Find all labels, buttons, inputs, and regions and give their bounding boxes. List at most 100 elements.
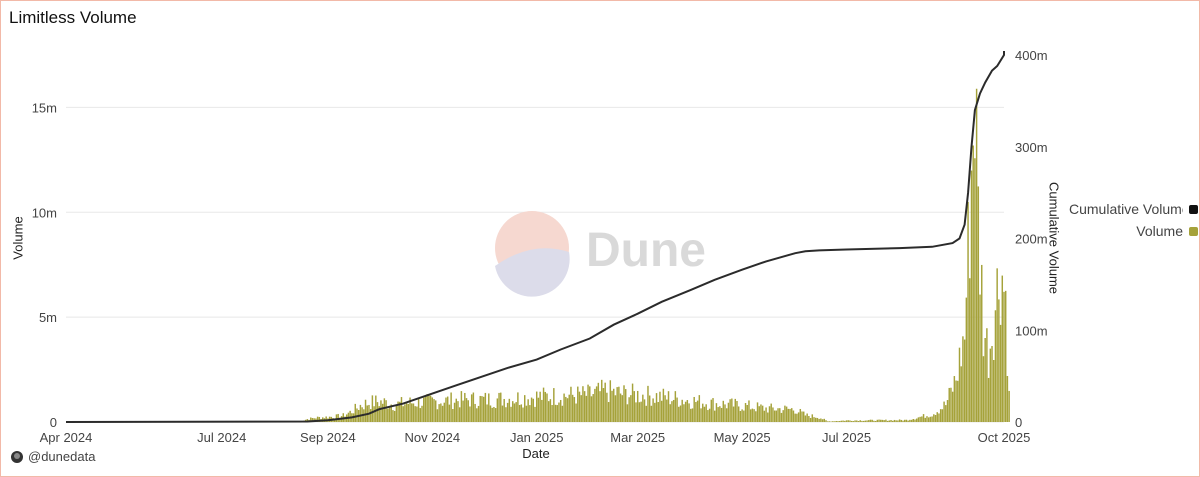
volume-bar bbox=[426, 394, 428, 422]
volume-bar bbox=[672, 399, 675, 422]
volume-bar bbox=[578, 391, 581, 422]
volume-bar bbox=[375, 395, 377, 422]
volume-bar bbox=[453, 402, 456, 422]
volume-bar bbox=[412, 403, 415, 422]
volume-bar bbox=[678, 406, 680, 422]
y-right-tick-label: 300m bbox=[1015, 140, 1048, 155]
volume-bar bbox=[486, 404, 488, 422]
volume-bar bbox=[597, 382, 600, 422]
volume-bar bbox=[457, 401, 459, 422]
volume-bar bbox=[722, 400, 725, 422]
volume-bar bbox=[797, 412, 800, 422]
volume-bar bbox=[883, 420, 885, 422]
dune-watermark: Dune bbox=[495, 211, 706, 297]
volume-bar bbox=[318, 416, 321, 422]
volume-bar bbox=[520, 404, 523, 422]
volume-bar bbox=[844, 420, 846, 422]
volume-bar bbox=[390, 404, 392, 422]
volume-bar bbox=[563, 393, 565, 422]
volume-bar bbox=[546, 393, 548, 422]
volume-bar bbox=[517, 392, 519, 422]
volume-bar bbox=[381, 403, 384, 422]
volume-bar bbox=[443, 402, 446, 422]
volume-bar bbox=[955, 380, 957, 422]
volume-bar bbox=[707, 410, 709, 422]
volume-bar bbox=[431, 397, 434, 422]
volume-bar bbox=[513, 403, 516, 422]
volume-bar bbox=[681, 399, 683, 422]
volume-bar bbox=[965, 297, 968, 422]
y-right-tick-label: 100m bbox=[1015, 323, 1048, 338]
volume-bar bbox=[809, 417, 812, 422]
volume-bar bbox=[534, 406, 536, 422]
volume-bar bbox=[698, 395, 701, 422]
volume-bar bbox=[953, 376, 956, 422]
y-left-tick-label: 5m bbox=[39, 310, 57, 325]
volume-bar bbox=[477, 405, 480, 422]
volume-bar bbox=[537, 397, 540, 422]
volume-bar bbox=[539, 391, 541, 422]
volume-bar bbox=[440, 403, 442, 422]
volume-bar bbox=[784, 405, 786, 422]
volume-bar bbox=[611, 390, 613, 422]
volume-bar bbox=[837, 421, 839, 422]
volume-bar bbox=[912, 419, 915, 422]
volume-bar bbox=[710, 399, 713, 422]
volume-bar bbox=[450, 392, 452, 422]
volume-bar bbox=[424, 396, 427, 422]
volume-bar bbox=[729, 399, 731, 422]
volume-bar bbox=[669, 404, 671, 422]
volume-bar bbox=[630, 395, 632, 422]
volume-bar bbox=[927, 417, 930, 422]
volume-bar bbox=[631, 383, 634, 422]
legend-item-cumulative[interactable]: Cumulative Volume bbox=[1062, 198, 1198, 220]
legend-swatch-volume bbox=[1189, 226, 1198, 236]
volume-bar bbox=[491, 407, 493, 422]
volume-bar bbox=[761, 405, 764, 422]
volume-bar bbox=[734, 398, 736, 422]
volume-bar bbox=[880, 419, 882, 422]
legend-item-volume[interactable]: Volume bbox=[1062, 220, 1198, 242]
volume-bar bbox=[744, 403, 747, 422]
volume-bar bbox=[950, 387, 952, 422]
volume-bar bbox=[768, 406, 771, 422]
volume-bar bbox=[416, 406, 418, 422]
volume-bar bbox=[823, 418, 826, 422]
volume-bar bbox=[601, 379, 603, 422]
volume-bar bbox=[958, 347, 961, 422]
volume-bar bbox=[868, 420, 870, 422]
volume-bar bbox=[695, 402, 697, 422]
volume-bar bbox=[409, 397, 411, 422]
x-tick-label: Jan 2025 bbox=[510, 430, 564, 445]
volume-bar bbox=[423, 397, 425, 422]
volume-bar bbox=[702, 403, 704, 422]
volume-bar bbox=[311, 418, 314, 422]
volume-bar bbox=[522, 407, 524, 422]
y-right-tick-label: 200m bbox=[1015, 232, 1048, 247]
right-axis-ticks: 0 100m 200m 300m 400m bbox=[1015, 48, 1048, 430]
volume-bar bbox=[494, 408, 497, 422]
volume-bar bbox=[986, 328, 988, 422]
cumulative-volume-line bbox=[65, 51, 1005, 423]
volume-bar bbox=[465, 398, 468, 422]
volume-bar bbox=[727, 402, 730, 422]
volume-bar bbox=[587, 384, 589, 422]
volume-bar bbox=[981, 264, 983, 422]
volume-bar bbox=[527, 399, 529, 422]
volume-bar bbox=[907, 420, 909, 422]
volume-bar bbox=[838, 421, 841, 422]
volume-bar bbox=[915, 418, 918, 422]
volume-bar bbox=[405, 403, 408, 422]
volume-bar bbox=[917, 417, 920, 422]
volume-bar bbox=[782, 410, 784, 422]
volume-bar bbox=[547, 401, 550, 422]
volume-bar bbox=[696, 400, 699, 422]
volume-bar bbox=[602, 388, 605, 422]
volume-bar bbox=[594, 388, 596, 422]
volume-bar bbox=[385, 400, 387, 422]
volume-bar bbox=[892, 420, 894, 422]
volume-bar bbox=[741, 409, 743, 422]
x-axis-title: Date bbox=[522, 446, 550, 461]
volume-bar bbox=[467, 400, 469, 422]
footer-handle[interactable]: @dunedata bbox=[28, 449, 96, 464]
